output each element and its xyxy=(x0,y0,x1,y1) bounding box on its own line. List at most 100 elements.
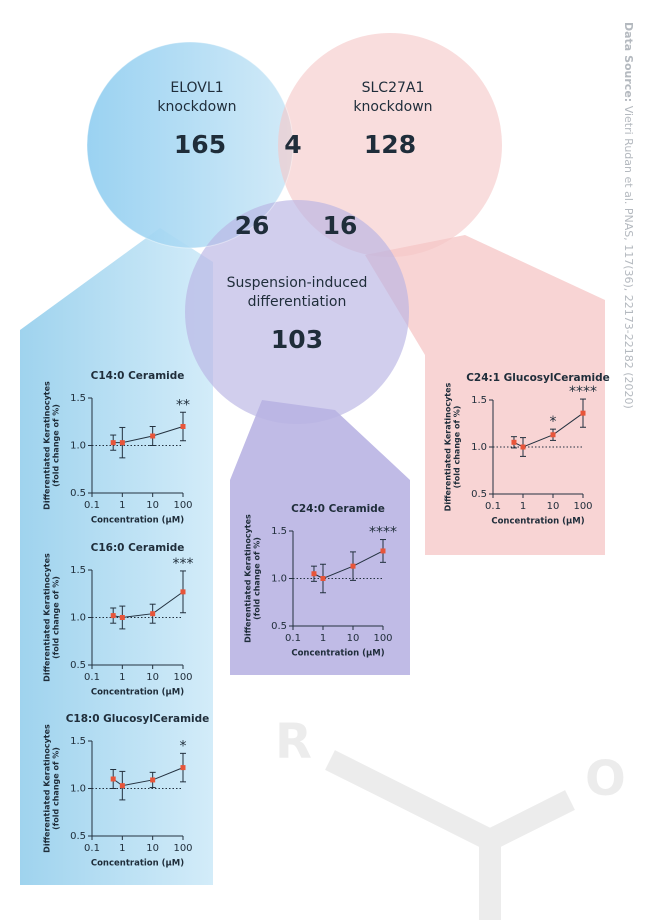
set-label: knockdown xyxy=(353,99,432,115)
data-line xyxy=(112,767,184,787)
chart: C24:1 GlucosylCeramide Differentiated Ker… xyxy=(444,372,610,527)
data-point xyxy=(180,765,186,771)
y-tick-label: 1.0 xyxy=(471,442,487,453)
x-tick-label: 100 xyxy=(173,672,192,683)
y-tick-label: 1.0 xyxy=(271,574,287,585)
y-tick-label: 1.5 xyxy=(70,393,86,404)
y-tick-label: 0.5 xyxy=(271,621,287,632)
y-axis-label: (fold change of %) xyxy=(253,537,262,620)
x-axis-label: Concentration (µM) xyxy=(91,859,184,869)
data-point xyxy=(380,548,386,554)
x-tick-label: 0.1 xyxy=(84,672,100,683)
y-axis-label: Differentiated Keratinocytes xyxy=(244,514,253,643)
data-line xyxy=(313,550,384,580)
y-axis-label: (fold change of %) xyxy=(52,576,61,659)
data-point xyxy=(180,589,186,595)
data-point xyxy=(110,776,116,782)
significance: **** xyxy=(569,384,597,400)
data-point xyxy=(320,576,326,581)
significance: **** xyxy=(369,525,397,541)
chart-title: C16:0 Ceramide xyxy=(91,542,185,554)
y-tick-label: 1.5 xyxy=(271,526,287,537)
set-label: SLC27A1 xyxy=(362,80,425,96)
chart: C18:0 GlucosylCeramide Differentiated Ker… xyxy=(43,713,210,869)
svg-text:O: O xyxy=(585,751,626,807)
x-tick-label: 100 xyxy=(173,500,192,511)
y-tick-label: 1.5 xyxy=(70,736,86,747)
y-axis-label: (fold change of %) xyxy=(52,404,61,487)
source-heading: Data Source: xyxy=(622,22,635,102)
chart-title: C18:0 GlucosylCeramide xyxy=(66,713,210,725)
x-tick-label: 0.1 xyxy=(84,500,100,511)
data-line xyxy=(113,591,184,619)
x-tick-label: 1 xyxy=(320,633,326,644)
y-axis-label: Differentiated Keratinocytes xyxy=(43,553,52,682)
set-label: knockdown xyxy=(157,99,236,115)
data-point xyxy=(311,571,317,577)
x-tick-label: 1 xyxy=(520,501,526,512)
significance: * xyxy=(180,738,187,754)
y-tick-label: 1.0 xyxy=(70,784,86,795)
y-axis-label: Differentiated Keratinocytes xyxy=(43,381,52,510)
set-count: 165 xyxy=(174,130,226,159)
data-point xyxy=(150,433,156,439)
x-axis-label: Concentration (µM) xyxy=(491,517,584,527)
venn-circle xyxy=(278,33,502,257)
overlap-count: 26 xyxy=(235,211,270,240)
x-tick-label: 0.1 xyxy=(84,843,100,854)
significance: ** xyxy=(176,397,190,413)
data-line xyxy=(513,412,584,448)
x-axis-label: Concentration (µM) xyxy=(91,516,184,526)
x-tick-label: 10 xyxy=(146,500,159,511)
x-tick-label: 1 xyxy=(119,843,125,854)
data-point xyxy=(150,777,156,783)
x-tick-label: 100 xyxy=(573,501,592,512)
svg-text:R: R xyxy=(275,714,312,770)
data-line xyxy=(113,426,184,444)
data-point xyxy=(150,611,156,617)
y-tick-label: 1.5 xyxy=(70,565,86,576)
y-axis-label: (fold change of %) xyxy=(52,747,61,830)
x-tick-label: 10 xyxy=(547,501,560,512)
x-tick-label: 1 xyxy=(119,672,125,683)
chart-title: C24:0 Ceramide xyxy=(291,503,385,515)
x-tick-label: 100 xyxy=(373,633,392,644)
y-tick-label: 1.0 xyxy=(70,613,86,624)
y-tick-label: 1.5 xyxy=(471,395,487,406)
y-tick-label: 0.5 xyxy=(70,660,86,671)
y-tick-label: 1.0 xyxy=(70,441,86,452)
data-point xyxy=(110,613,116,619)
set-label: ELOVL1 xyxy=(170,80,223,96)
set-count: 128 xyxy=(364,130,416,159)
data-point xyxy=(119,440,125,446)
significance: *** xyxy=(173,556,194,572)
x-axis-label: Concentration (µM) xyxy=(291,649,384,659)
data-point xyxy=(180,424,186,429)
set-count: 103 xyxy=(271,325,323,354)
y-axis-label: (fold change of %) xyxy=(453,406,462,489)
set-label: Suspension-induced xyxy=(227,275,368,291)
x-tick-label: 10 xyxy=(347,633,360,644)
data-point xyxy=(119,783,125,789)
pink-panel xyxy=(365,235,605,555)
data-point xyxy=(119,615,125,620)
y-tick-label: 0.5 xyxy=(70,488,86,499)
y-tick-label: 0.5 xyxy=(471,489,487,500)
source-citation: Vietri Rudan et al. PNAS, 117(36), 22173… xyxy=(622,106,635,409)
y-axis-label: Differentiated Keratinocytes xyxy=(444,382,453,511)
x-tick-label: 10 xyxy=(146,843,159,854)
overlap-count: 16 xyxy=(323,211,358,240)
venn-circle xyxy=(87,42,293,248)
set-label: differentiation xyxy=(248,294,347,310)
x-tick-label: 0.1 xyxy=(285,633,301,644)
x-tick-label: 1 xyxy=(119,500,125,511)
x-tick-label: 100 xyxy=(173,843,192,854)
y-tick-label: 0.5 xyxy=(70,831,86,842)
data-point xyxy=(511,439,517,445)
blue-panel xyxy=(20,228,213,885)
chart: C14:0 Ceramide Differentiated Keratinocyt… xyxy=(43,370,193,526)
purple-panel xyxy=(230,400,410,675)
chart: C24:0 Ceramide Differentiated Keratinocyt… xyxy=(244,503,398,659)
venn-outline xyxy=(86,41,294,249)
